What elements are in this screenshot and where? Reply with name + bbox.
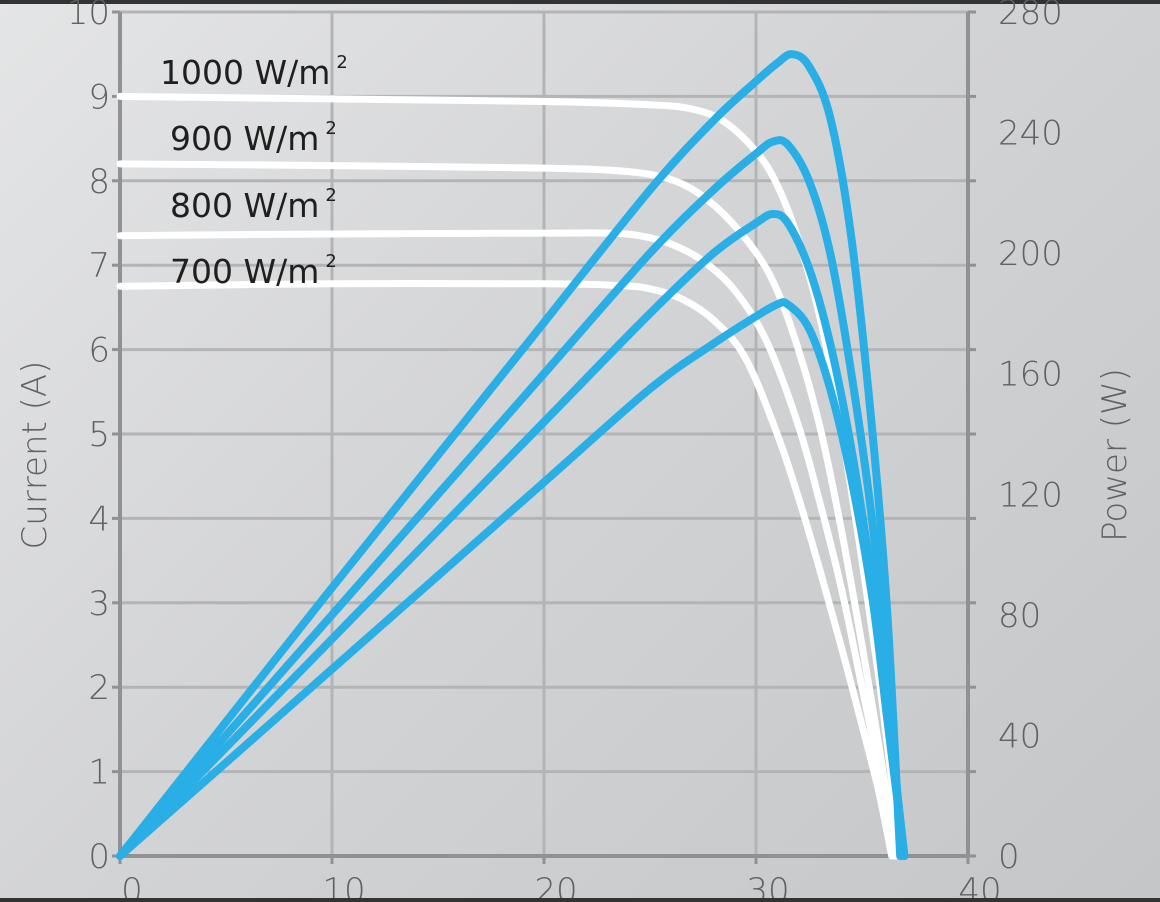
current-curve-700 — [116, 279, 896, 860]
y2-tick-label-2: 80 — [998, 596, 1041, 636]
current-curve-900 — [116, 160, 900, 860]
x-tick-label-0: 0 — [121, 871, 143, 902]
bottom-border — [0, 898, 1160, 902]
y-tick-label-1: 1 — [88, 753, 110, 793]
y-tick-label-10: 10 — [67, 0, 110, 33]
x-tick-label-3: 30 — [746, 871, 789, 902]
y2-tick-label-5: 200 — [998, 234, 1063, 274]
y2-tick-label-0: 0 — [998, 837, 1020, 877]
power-curve-900 — [116, 136, 907, 860]
y2-tick-label-4: 160 — [998, 355, 1063, 395]
axis-layer — [112, 10, 976, 864]
y-tick-label-8: 8 — [88, 162, 110, 202]
power-curves — [116, 50, 909, 860]
annotation-800: 800 W/m 2 — [170, 185, 337, 225]
x-tick-label-1: 10 — [322, 871, 365, 902]
y-tick-label-4: 4 — [88, 499, 110, 539]
annotation-700: 700 W/m 2 — [170, 251, 337, 291]
y-tick-label-9: 9 — [88, 77, 110, 117]
y-tick-label-2: 2 — [88, 668, 110, 708]
current-curve-800 — [116, 229, 898, 860]
y2-tick-label-1: 40 — [998, 716, 1041, 756]
y2-tick-label-3: 120 — [998, 475, 1063, 515]
y2-tick-label-6: 240 — [998, 114, 1063, 154]
top-border — [0, 0, 1160, 4]
y-tick-label-3: 3 — [88, 584, 110, 624]
y2-axis-label: Power (W) — [1095, 368, 1135, 542]
power-curve-1000 — [116, 50, 905, 860]
annotation-900: 900 W/m 2 — [170, 118, 337, 158]
power-curve-700 — [116, 298, 909, 860]
y-tick-label-6: 6 — [88, 331, 110, 371]
annotation-1000: 1000 W/m 2 — [160, 52, 348, 92]
y-tick-label-7: 7 — [88, 246, 110, 286]
y-axis-label: Current (A) — [15, 361, 55, 550]
y-tick-label-5: 5 — [88, 415, 110, 455]
current-curve-1000 — [116, 92, 904, 860]
x-tick-label-4: 40 — [958, 871, 1001, 902]
y-tick-label-0: 0 — [88, 837, 110, 877]
x-tick-label-2: 20 — [534, 871, 577, 902]
irradiance-labels: 1000 W/m 2 900 W/m 2 800 W/m 2 700 W/m 2 — [160, 52, 348, 291]
current-curves — [116, 92, 904, 860]
y2-tick-label-7: 280 — [998, 0, 1063, 33]
